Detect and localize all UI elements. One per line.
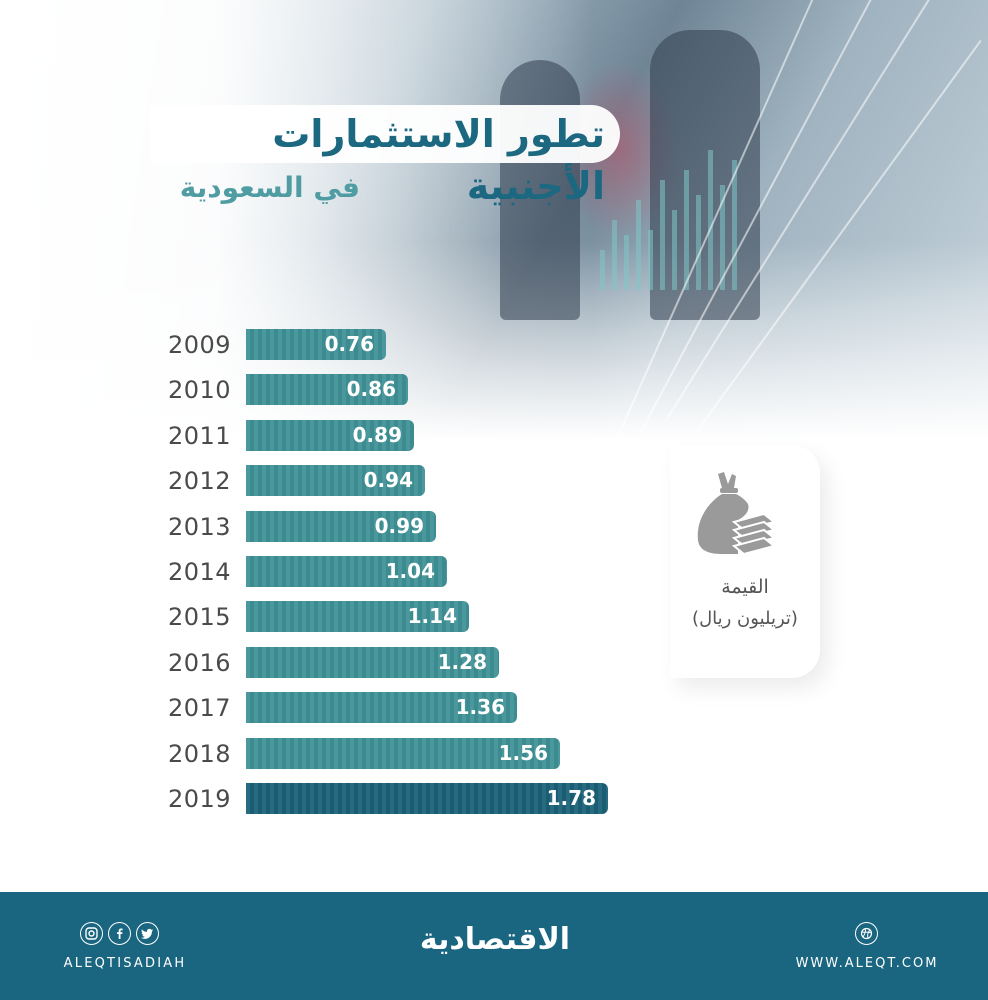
legend-unit: (تريليون ريال) bbox=[692, 608, 798, 629]
bar-value-label: 0.99 bbox=[374, 514, 424, 538]
year-label: 2016 bbox=[168, 649, 232, 677]
chart-row: 2016 1.28 bbox=[0, 647, 700, 679]
website-link[interactable]: WWW.ALEQT.COM bbox=[795, 956, 939, 971]
chart-row: 2017 1.36 bbox=[0, 692, 700, 724]
money-bag-icon bbox=[697, 472, 777, 556]
title-background bbox=[150, 105, 620, 163]
background-chart-bar bbox=[600, 250, 605, 290]
bar: 0.86 bbox=[246, 374, 408, 405]
chart-row: 2015 1.14 bbox=[0, 601, 700, 633]
background-chart-bar bbox=[732, 160, 737, 290]
chart-row: 2014 1.04 bbox=[0, 556, 700, 588]
bar: 1.78 bbox=[246, 783, 608, 814]
bar: 1.36 bbox=[246, 692, 517, 723]
bar-value-label: 0.89 bbox=[352, 423, 402, 447]
bar: 1.14 bbox=[246, 601, 469, 632]
background-chart-bar bbox=[636, 200, 641, 290]
bar-value-label: 0.86 bbox=[346, 377, 396, 401]
chart-row: 2012 0.94 bbox=[0, 465, 700, 497]
chart-row: 2018 1.56 bbox=[0, 738, 700, 770]
bar-value-label: 1.78 bbox=[546, 786, 596, 810]
social-handle[interactable]: ALEQTISADIAH bbox=[63, 956, 187, 971]
background-figure-left bbox=[500, 60, 580, 320]
chart-row: 2019 1.78 bbox=[0, 783, 700, 815]
chart-row: 2009 0.76 bbox=[0, 329, 700, 361]
background-chart-bar bbox=[672, 210, 677, 290]
legend-label: القيمة bbox=[721, 576, 769, 598]
bar: 0.99 bbox=[246, 511, 436, 542]
background-chart-bar bbox=[612, 220, 617, 290]
bar-chart: 2009 0.76 2010 0.86 2011 0.89 2012 0.94 2013 0.99… bbox=[0, 329, 700, 815]
background-photo bbox=[0, 0, 988, 440]
background-chart-bar bbox=[720, 185, 725, 290]
year-label: 2017 bbox=[168, 694, 232, 722]
footer bbox=[0, 892, 988, 1000]
background-chart-bar bbox=[648, 230, 653, 290]
brand-logo: الاقتصادية bbox=[419, 922, 571, 957]
background-figure-right bbox=[650, 30, 760, 320]
bar-value-label: 1.04 bbox=[385, 559, 435, 583]
background-chart-bar bbox=[684, 170, 689, 290]
page-title: تطور الاستثمارات الأجنبية bbox=[272, 112, 605, 208]
chart-row: 2011 0.89 bbox=[0, 420, 700, 452]
background-chart-bar bbox=[624, 235, 629, 290]
bar-value-label: 1.28 bbox=[437, 650, 487, 674]
bar-value-label: 0.76 bbox=[324, 332, 374, 356]
year-label: 2014 bbox=[168, 558, 232, 586]
background-chart-bar bbox=[708, 150, 713, 290]
bar-value-label: 0.94 bbox=[363, 468, 413, 492]
instagram-icon[interactable] bbox=[80, 922, 103, 945]
bar-value-label: 1.36 bbox=[455, 695, 505, 719]
bar-value-label: 1.14 bbox=[407, 604, 457, 628]
background-chart-bar bbox=[660, 180, 665, 290]
bar-value-label: 1.56 bbox=[498, 741, 548, 765]
year-label: 2009 bbox=[168, 331, 232, 359]
bar: 0.89 bbox=[246, 420, 414, 451]
bar: 0.94 bbox=[246, 465, 425, 496]
bar: 0.76 bbox=[246, 329, 386, 360]
chart-row: 2010 0.86 bbox=[0, 374, 700, 406]
bar: 1.04 bbox=[246, 556, 447, 587]
facebook-icon[interactable] bbox=[108, 922, 131, 945]
background-chart-bar bbox=[696, 195, 701, 290]
year-label: 2013 bbox=[168, 513, 232, 541]
year-label: 2012 bbox=[168, 467, 232, 495]
globe-icon bbox=[855, 922, 878, 945]
bar: 1.56 bbox=[246, 738, 560, 769]
year-label: 2015 bbox=[168, 603, 232, 631]
twitter-icon[interactable] bbox=[136, 922, 159, 945]
year-label: 2010 bbox=[168, 376, 232, 404]
year-label: 2019 bbox=[168, 785, 232, 813]
chart-row: 2013 0.99 bbox=[0, 511, 700, 543]
social-links bbox=[80, 922, 159, 945]
bar: 1.28 bbox=[246, 647, 499, 678]
year-label: 2018 bbox=[168, 740, 232, 768]
page-subtitle: في السعودية bbox=[179, 171, 360, 204]
legend-card bbox=[670, 445, 820, 678]
year-label: 2011 bbox=[168, 422, 232, 450]
